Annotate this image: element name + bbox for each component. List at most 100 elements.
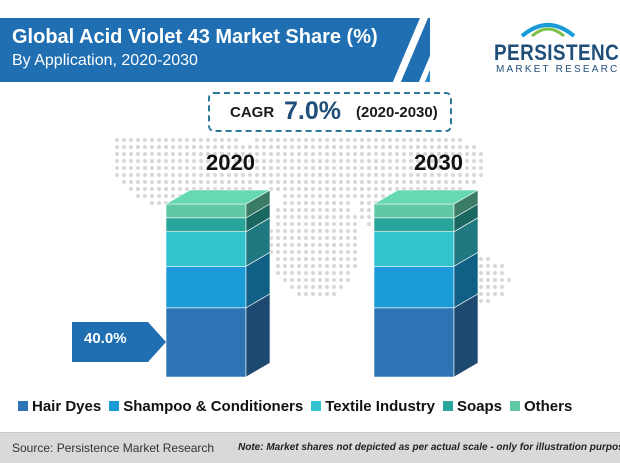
- map-dot: [296, 151, 302, 157]
- map-dot: [324, 193, 330, 199]
- map-dot: [254, 137, 260, 143]
- map-dot: [163, 193, 169, 199]
- map-dot: [303, 144, 309, 150]
- map-dot: [338, 277, 344, 283]
- map-dot: [471, 151, 477, 157]
- map-dot: [296, 256, 302, 262]
- map-dot: [394, 151, 400, 157]
- map-dot: [415, 151, 421, 157]
- map-dot: [247, 172, 253, 178]
- map-dot: [373, 137, 379, 143]
- map-dot: [429, 165, 435, 171]
- map-dot: [464, 158, 470, 164]
- map-dot: [275, 270, 281, 276]
- map-dot: [492, 270, 498, 276]
- map-dot: [324, 172, 330, 178]
- map-dot: [205, 144, 211, 150]
- map-dot: [422, 158, 428, 164]
- map-dot: [310, 207, 316, 213]
- map-dot: [338, 158, 344, 164]
- map-dot: [170, 137, 176, 143]
- map-dot: [317, 228, 323, 234]
- map-dot: [478, 298, 484, 304]
- legend-label: Shampoo & Conditioners: [123, 397, 304, 415]
- map-dot: [289, 235, 295, 241]
- map-dot: [275, 249, 281, 255]
- map-dot: [345, 214, 351, 220]
- map-dot: [366, 186, 372, 192]
- map-dot: [275, 165, 281, 171]
- map-dot: [366, 179, 372, 185]
- map-dot: [310, 165, 316, 171]
- map-dot: [114, 158, 120, 164]
- hair-dyes-share-callout: 40.0%: [84, 330, 127, 347]
- map-dot: [226, 144, 232, 150]
- map-dot: [324, 186, 330, 192]
- footer-bar: Source: Persistence Market Research Note…: [0, 432, 620, 463]
- map-dot: [317, 193, 323, 199]
- map-dot: [205, 151, 211, 157]
- map-dot: [226, 179, 232, 185]
- map-dot: [366, 200, 372, 206]
- logo-name: PERSISTENCE: [494, 40, 620, 65]
- map-dot: [324, 291, 330, 297]
- map-dot: [275, 144, 281, 150]
- map-dot: [303, 277, 309, 283]
- map-dot: [303, 284, 309, 290]
- map-dot: [436, 158, 442, 164]
- map-dot: [387, 186, 393, 192]
- map-dot: [324, 284, 330, 290]
- map-dot: [352, 151, 358, 157]
- map-dot: [317, 284, 323, 290]
- map-dot: [338, 151, 344, 157]
- map-dot: [471, 158, 477, 164]
- legend-swatch-textile: [311, 401, 322, 411]
- bar-segment-hair-dyes-2030: [373, 307, 455, 378]
- bar-segment-shampoo-2020: [165, 265, 247, 309]
- map-dot: [324, 270, 330, 276]
- disclaimer-note: Note: Market shares not depicted as per …: [238, 442, 620, 453]
- map-dot: [142, 137, 148, 143]
- map-dot: [317, 242, 323, 248]
- map-dot: [338, 165, 344, 171]
- map-dot: [443, 137, 449, 143]
- map-dot: [226, 151, 232, 157]
- map-dot: [310, 137, 316, 143]
- map-dot: [380, 165, 386, 171]
- map-dot: [254, 172, 260, 178]
- map-dot: [324, 214, 330, 220]
- map-dot: [373, 172, 379, 178]
- bar-segment-others-2030: [373, 203, 455, 219]
- map-dot: [492, 263, 498, 269]
- map-dot: [303, 214, 309, 220]
- map-dot: [149, 172, 155, 178]
- map-dot: [282, 256, 288, 262]
- map-dot: [282, 270, 288, 276]
- map-dot: [331, 242, 337, 248]
- map-dot: [352, 214, 358, 220]
- map-dot: [170, 179, 176, 185]
- map-dot: [310, 193, 316, 199]
- map-dot: [485, 277, 491, 283]
- map-dot: [275, 221, 281, 227]
- map-dot: [268, 144, 274, 150]
- map-dot: [310, 151, 316, 157]
- map-dot: [128, 172, 134, 178]
- map-dot: [212, 137, 218, 143]
- map-dot: [303, 179, 309, 185]
- map-dot: [478, 277, 484, 283]
- map-dot: [457, 179, 463, 185]
- map-dot: [268, 137, 274, 143]
- map-dot: [422, 137, 428, 143]
- map-dot: [366, 172, 372, 178]
- map-dot: [296, 200, 302, 206]
- value-callout-shape: [72, 322, 166, 362]
- year-label-2030: 2030: [414, 150, 463, 175]
- map-dot: [478, 284, 484, 290]
- map-dot: [128, 137, 134, 143]
- map-dot: [478, 165, 484, 171]
- map-dot: [191, 172, 197, 178]
- map-dot: [359, 151, 365, 157]
- map-dot: [352, 249, 358, 255]
